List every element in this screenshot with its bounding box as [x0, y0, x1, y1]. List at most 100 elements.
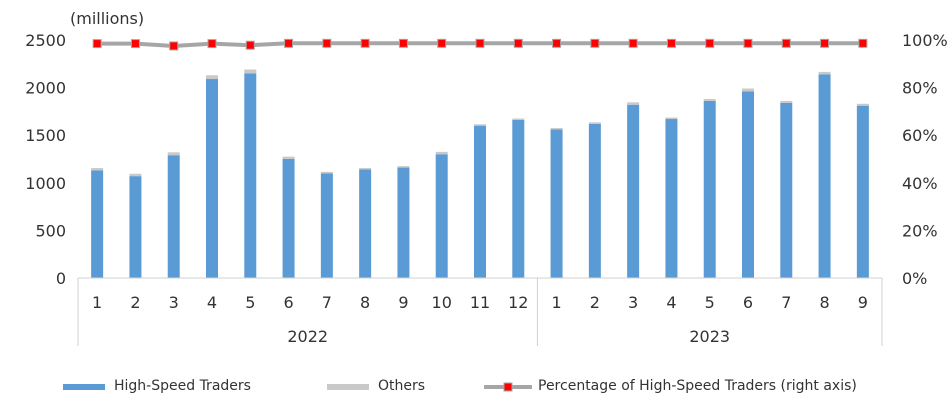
percentage-marker: [820, 38, 830, 48]
percentage-marker: [552, 38, 562, 48]
left-tick-label: 2000: [25, 79, 66, 98]
percentage-marker: [245, 40, 255, 50]
x-tick-label: 3: [169, 293, 179, 312]
percentage-marker: [666, 38, 676, 48]
legend-swatch-high-speed-traders: [63, 384, 105, 390]
right-tick-label: 80%: [902, 79, 938, 98]
left-tick-label: 2500: [25, 31, 66, 50]
percentage-marker: [169, 41, 179, 51]
bar-others: [435, 151, 448, 155]
legend-label-others: Others: [378, 378, 425, 394]
bar-high-speed-traders: [627, 104, 640, 279]
x-tick-label: 11: [470, 293, 490, 312]
x-group-label: 2023: [689, 327, 730, 346]
bar-others: [244, 69, 257, 74]
bar-others: [665, 117, 678, 120]
bar-high-speed-traders: [129, 176, 142, 278]
bar-others: [320, 171, 333, 174]
left-axis: 0 500 1000 1500 2000 2500: [25, 31, 66, 288]
x-tick-label: 3: [628, 293, 638, 312]
percentage-marker: [781, 38, 791, 48]
percentage-marker: [322, 38, 332, 48]
bar-others: [512, 118, 525, 120]
legend-marker-percentage: [503, 382, 513, 392]
bars: [91, 69, 869, 279]
bar-high-speed-traders: [359, 169, 372, 278]
bar-high-speed-traders: [512, 119, 525, 278]
x-tick-label: 4: [207, 293, 217, 312]
percentage-marker: [475, 38, 485, 48]
bar-others: [588, 122, 601, 124]
bar-others: [167, 152, 180, 156]
x-tick-label: 7: [322, 293, 332, 312]
x-group-label: 2022: [287, 327, 328, 346]
x-tick-label: 6: [743, 293, 753, 312]
legend-swatch-others: [327, 384, 369, 390]
bar-high-speed-traders: [665, 119, 678, 279]
percentage-marker: [705, 38, 715, 48]
x-tick-label: 12: [508, 293, 528, 312]
percentage-marker: [360, 38, 370, 48]
x-tick-label: 8: [819, 293, 829, 312]
x-tick-label: 4: [666, 293, 676, 312]
bar-high-speed-traders: [244, 73, 257, 278]
bar-others: [780, 100, 793, 103]
bar-others: [91, 168, 104, 171]
bar-high-speed-traders: [550, 129, 563, 278]
bar-high-speed-traders: [320, 173, 333, 278]
bar-high-speed-traders: [91, 170, 104, 278]
percentage-marker: [207, 39, 217, 49]
legend-label-percentage: Percentage of High-Speed Traders (right …: [538, 378, 857, 394]
x-tick-label: 8: [360, 293, 370, 312]
unit-label: (millions): [70, 9, 144, 28]
bar-others: [627, 102, 640, 105]
right-tick-label: 60%: [902, 126, 938, 145]
x-tick-label: 5: [245, 293, 255, 312]
bar-high-speed-traders: [435, 154, 448, 278]
percentage-marker: [398, 38, 408, 48]
bar-high-speed-traders: [167, 155, 180, 278]
bar-high-speed-traders: [282, 159, 295, 278]
bar-others: [818, 71, 831, 75]
x-tick-label: 6: [283, 293, 293, 312]
percentage-marker: [628, 38, 638, 48]
bar-high-speed-traders: [588, 123, 601, 278]
percentage-line: [92, 38, 868, 51]
bar-others: [206, 75, 218, 80]
bar-others: [550, 128, 563, 130]
percentage-marker: [858, 38, 868, 48]
percentage-marker: [513, 38, 523, 48]
legend-label-high-speed-traders: High-Speed Traders: [114, 378, 251, 394]
bar-high-speed-traders: [780, 102, 793, 278]
x-tick-label: 1: [92, 293, 102, 312]
left-tick-label: 1500: [25, 126, 66, 145]
x-tick-label: 2: [130, 293, 140, 312]
percentage-marker: [437, 38, 447, 48]
percentage-marker: [92, 39, 102, 49]
x-tick-label: 5: [705, 293, 715, 312]
bar-high-speed-traders: [742, 91, 754, 279]
right-tick-label: 100%: [902, 31, 948, 50]
bar-others: [742, 88, 754, 92]
bar-others: [282, 156, 295, 159]
bar-others: [359, 168, 372, 170]
bar-others: [703, 99, 716, 101]
percentage-marker: [743, 38, 753, 48]
bar-others: [474, 124, 486, 126]
left-tick-label: 0: [56, 269, 66, 288]
bar-high-speed-traders: [206, 79, 218, 278]
left-tick-label: 1000: [25, 174, 66, 193]
x-tick-label: 10: [432, 293, 452, 312]
left-tick-label: 500: [35, 221, 66, 240]
bar-others: [129, 173, 142, 177]
x-tick-label: 9: [858, 293, 868, 312]
bar-high-speed-traders: [397, 167, 410, 278]
bar-high-speed-traders: [856, 105, 869, 278]
x-tick-label: 1: [551, 293, 561, 312]
right-tick-label: 0%: [902, 269, 927, 288]
bar-high-speed-traders: [818, 74, 831, 278]
bar-high-speed-traders: [474, 125, 486, 279]
